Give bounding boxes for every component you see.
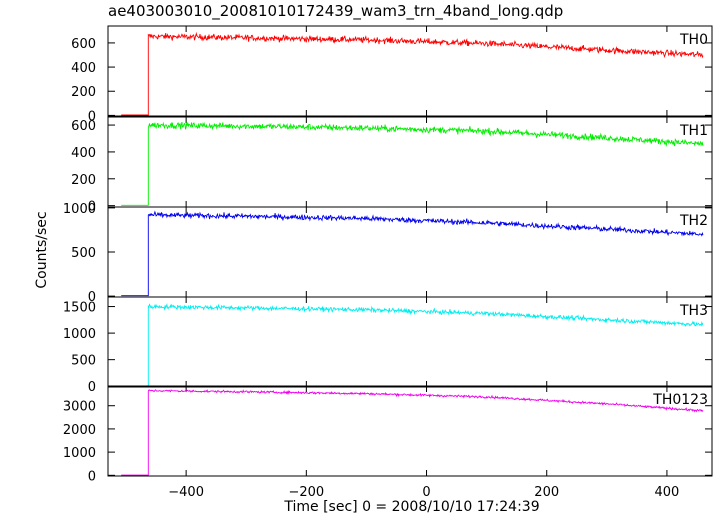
series-label-th0: TH0: [679, 32, 708, 48]
series-line-th3: [121, 303, 704, 387]
y-tick-label: 0: [88, 380, 96, 395]
y-tick-label: 500: [71, 246, 96, 261]
panel-th0123: 0 1000 2000 3000 TH0123: [63, 385, 713, 484]
x-tick-label: 200: [534, 485, 559, 500]
y-tick-label: 200: [71, 173, 96, 188]
series-line-th2: [121, 210, 704, 297]
y-tick-label: 0: [88, 109, 96, 124]
panel-frame: [107, 25, 713, 117]
y-tick-label: 1500: [63, 301, 96, 316]
y-tick-label: 500: [71, 354, 96, 369]
x-tick-label: 0: [422, 485, 430, 500]
y-axis-label: Counts/sec: [34, 211, 50, 288]
y-tick-label: 1000: [63, 202, 96, 217]
panel-frame: [107, 385, 713, 477]
series-label-th2: TH2: [679, 213, 708, 229]
x-tick-label: −400: [168, 485, 204, 500]
series-line-th0123: [121, 389, 704, 476]
panel-th1: 0 200 400 600 TH1: [71, 116, 713, 215]
x-axis-label: Time [sec] 0 = 2008/10/10 17:24:39: [283, 499, 539, 515]
y-tick-label: 1000: [63, 327, 96, 342]
y-tick-label: 1000: [63, 446, 96, 461]
y-tick-label: 0: [88, 200, 96, 215]
series-line-th0: [121, 31, 704, 116]
panel-th3: 0 500 1000 1500 TH3: [63, 296, 713, 395]
series-label-th1: TH1: [679, 123, 708, 139]
y-tick-label: 600: [71, 119, 96, 134]
y-tick-label: 200: [71, 85, 96, 100]
series-line-th1: [121, 121, 704, 206]
x-axis: −400 −200 0 200 400: [168, 485, 679, 500]
y-tick-label: 2000: [63, 423, 96, 438]
series-label-th3: TH3: [679, 303, 708, 319]
x-tick-label: −200: [288, 485, 324, 500]
y-tick-label: 400: [71, 146, 96, 161]
series-label-th0123: TH0123: [652, 392, 708, 408]
y-tick-label: 3000: [63, 400, 96, 415]
panel-th0: 0 200 400 600 TH0: [71, 25, 713, 124]
panel-th2: 0 500 1000 TH2: [63, 202, 713, 305]
y-tick-label: 400: [71, 61, 96, 76]
y-tick-label: 0: [88, 290, 96, 305]
y-tick-label: 0: [88, 469, 96, 484]
chart-title: ae403003010_20081010172439_wam3_trn_4ban…: [108, 2, 563, 21]
panel-frame: [107, 116, 713, 208]
panel-frame: [107, 296, 713, 388]
panels: 0 200 400 600 TH0 0 200 400 600 TH1 0 500 1000 TH2 0 50…: [63, 25, 713, 484]
x-tick-label: 400: [655, 485, 680, 500]
y-tick-label: 600: [71, 37, 96, 52]
